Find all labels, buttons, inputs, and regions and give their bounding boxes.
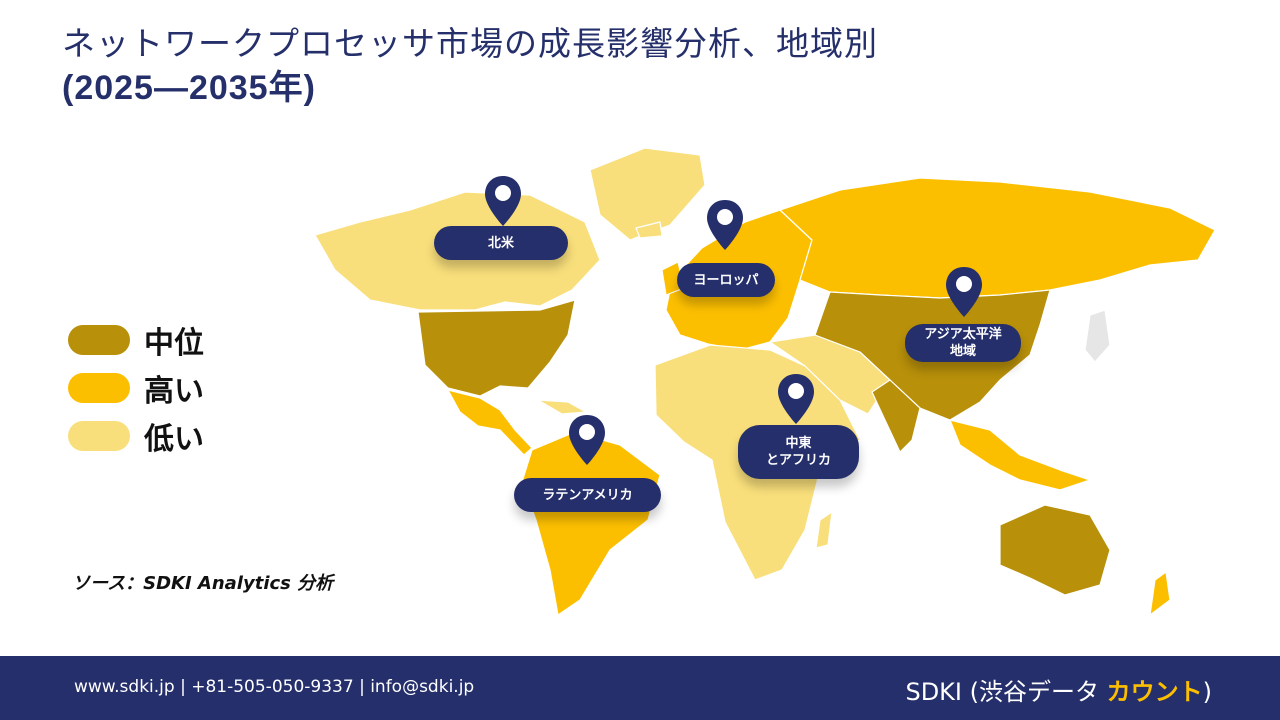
title-line-2: (2025—2035年)	[62, 69, 316, 107]
legend-label-low: 低い	[144, 422, 204, 457]
legend-item-high: 高い	[68, 364, 204, 412]
madagascar-region	[815, 511, 833, 549]
page-title: ネットワークプロセッサ市場の成長影響分析、地域別 (2025—2035年)	[62, 22, 878, 110]
brand-suffix: )	[1202, 678, 1212, 706]
region-label-north-america: 北米	[434, 226, 568, 260]
south-america-region	[521, 431, 661, 616]
russia-region	[779, 177, 1216, 299]
legend-item-low: 低い	[68, 412, 204, 460]
india-region	[871, 379, 921, 453]
se-asia-region	[949, 419, 1091, 491]
region-label-latin-america: ラテンアメリカ	[514, 478, 661, 512]
latin-america-pin-icon	[569, 415, 605, 465]
iceland-region	[635, 221, 663, 239]
region-label-europe: ヨーロッパ	[677, 263, 775, 297]
legend-item-medium: 中位	[68, 316, 204, 364]
legend-swatch-low	[68, 421, 130, 451]
source-note: ソース：SDKI Analytics 分析	[72, 573, 334, 594]
japan-region	[1084, 309, 1111, 363]
middle-east-africa-pin-icon	[778, 374, 814, 424]
brand-prefix: SDKI (渋谷データ	[905, 678, 1107, 706]
legend-swatch-medium	[68, 325, 130, 355]
brand-accent: カウント	[1106, 678, 1203, 706]
brand-name: SDKI (渋谷データ カウント)	[905, 672, 1212, 707]
caribbean-region	[537, 399, 587, 415]
europe-pin-icon	[707, 200, 743, 250]
legend-label-medium: 中位	[144, 326, 204, 361]
legend-label-high: 高い	[144, 374, 204, 409]
footer-bar: www.sdki.jp | +81-505-050-9337 | info@sd…	[0, 656, 1280, 720]
contact-info: www.sdki.jp | +81-505-050-9337 | info@sd…	[74, 677, 475, 697]
australia-region	[999, 504, 1111, 596]
usa-region	[417, 299, 576, 397]
mexico-region	[447, 389, 533, 456]
new-zealand-region	[1149, 571, 1171, 616]
north-america-pin-icon	[485, 176, 521, 226]
region-label-middle-east-africa: 中東 とアフリカ	[738, 425, 859, 479]
greenland-region	[589, 147, 706, 241]
legend-swatch-high	[68, 373, 130, 403]
title-line-1: ネットワークプロセッサ市場の成長影響分析、地域別	[62, 24, 878, 63]
asia-pacific-pin-icon	[946, 267, 982, 317]
legend: 中位 高い 低い	[68, 316, 204, 460]
region-label-asia-pacific: アジア太平洋 地域	[905, 324, 1021, 362]
world-map	[314, 147, 1216, 616]
